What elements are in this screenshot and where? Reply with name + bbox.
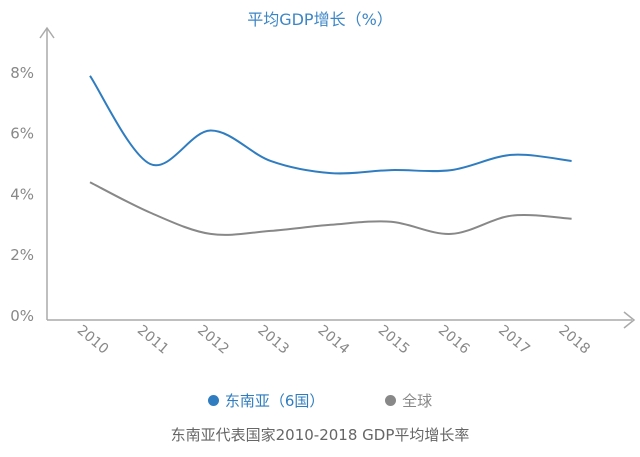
y-tick-label: 6% [10,125,34,143]
x-tick-label: 2014 [315,322,353,357]
data-point [329,223,333,227]
data-point [509,153,513,157]
x-tick-label: 2010 [74,322,112,357]
data-point [509,214,513,218]
data-point [449,232,453,236]
x-tick-label: 2015 [375,322,413,357]
x-tick-label: 2012 [194,322,232,357]
axes [39,26,636,329]
legend-label: 全球 [402,392,433,410]
data-point [570,159,574,163]
legend: 东南亚（6国） 全球 [0,390,640,411]
x-tick-label: 2016 [435,322,473,357]
x-tick-label: 2018 [555,322,593,357]
legend-marker-icon [207,395,219,406]
y-tick-label: 8% [10,64,34,82]
chart-caption: 东南亚代表国家2010-2018 GDP平均增长率 [170,426,470,444]
data-point [389,168,393,172]
data-point [329,171,333,175]
data-point [570,217,574,221]
chart-title: 平均GDP增长（%） [247,10,393,29]
y-tick-labels: 0% 2% 4% 6% 8% [10,64,34,325]
data-point [269,229,273,233]
legend-marker-icon [385,395,397,406]
x-tick-label: 2011 [134,322,172,357]
y-axis-arrow-icon [39,26,55,39]
data-point [269,159,273,163]
data-point [148,162,152,166]
data-point [88,74,92,78]
line-chart: 0%2%4%6%8% 2010 2011 2012 2013 2014 2015 2016 2… [10,26,636,358]
x-tick-labels: 2010 2011 2012 2013 2014 2015 2016 2017 2018 [74,322,593,357]
data-point [449,168,453,172]
legend-label: 东南亚（6国） [224,392,325,410]
legend-item-southeast-asia[interactable]: 东南亚（6国） [207,390,325,411]
series-line-1 [89,181,572,236]
x-tick-label: 2017 [495,322,533,357]
data-point [208,232,212,236]
data-point [148,211,152,215]
y-tick-label: 0% [10,307,34,325]
data-point [208,129,212,133]
y-tick-label: 2% [10,246,34,264]
legend-item-global[interactable]: 全球 [385,390,432,411]
series-line-0 [89,75,572,175]
series-lines [88,74,574,236]
x-axis-arrow-icon [623,311,636,329]
x-tick-label: 2013 [254,322,292,357]
data-point [389,220,393,224]
y-tick-label: 4% [10,185,34,203]
data-point [88,180,92,184]
